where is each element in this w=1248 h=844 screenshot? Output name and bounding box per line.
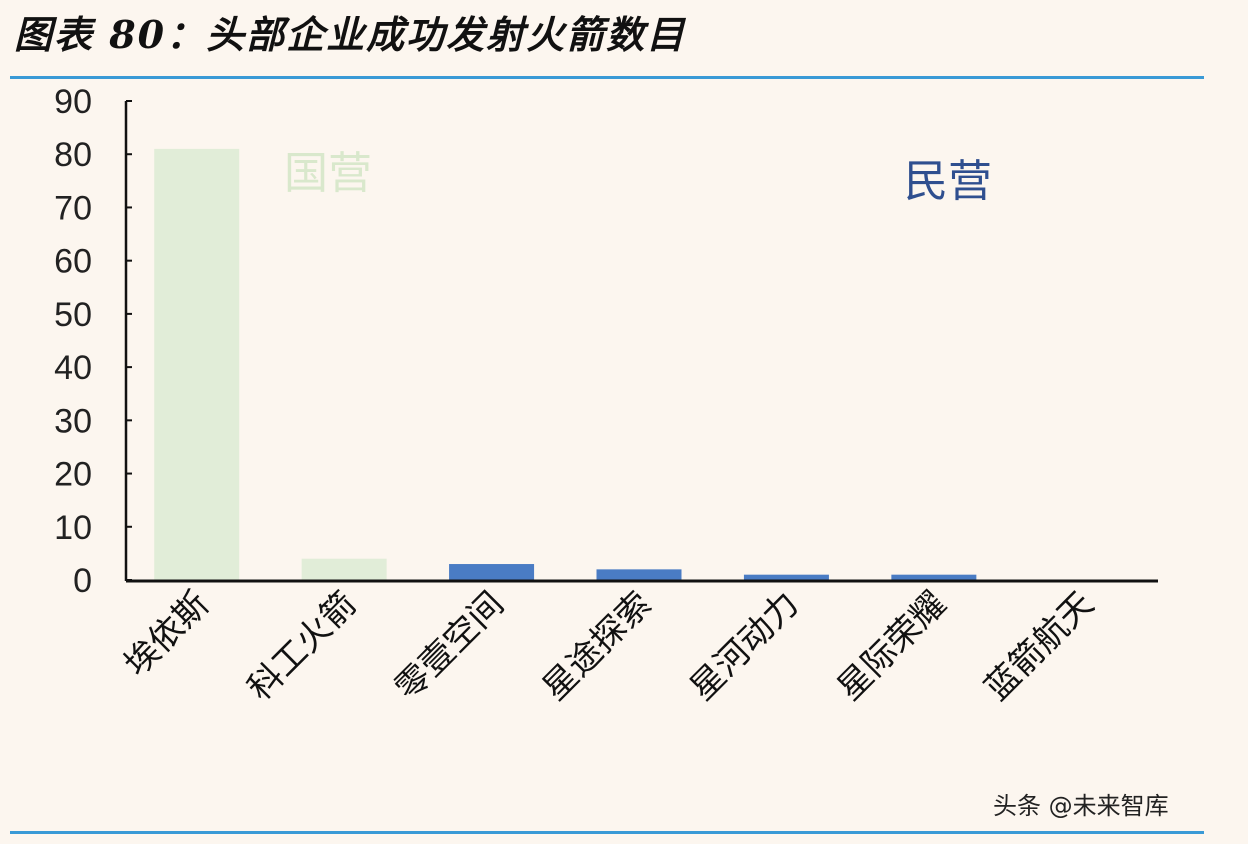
x-tick-label: 蓝箭航天 <box>977 584 1101 708</box>
y-tick-label: 30 <box>54 402 92 440</box>
x-tick-label: 科工火箭 <box>240 584 364 708</box>
x-tick-label: 埃依斯 <box>117 584 217 684</box>
y-tick-label: 80 <box>54 136 92 174</box>
bar-6 <box>891 574 977 580</box>
bottom-divider <box>10 831 1204 834</box>
y-tick-label: 40 <box>54 349 92 387</box>
annotation-state-owned: 国营 <box>284 148 372 199</box>
bar-2 <box>301 558 387 580</box>
x-tick-label: 星河动力 <box>682 584 806 708</box>
y-tick-label: 50 <box>54 296 92 334</box>
annotation-private: 民营 <box>904 156 992 207</box>
x-tick-label: 星途探索 <box>535 584 659 708</box>
bar-3 <box>449 564 535 580</box>
chart-title: 图表 80：头部企业成功发射火箭数目 <box>14 12 687 57</box>
y-tick-label: 10 <box>54 509 92 547</box>
y-tick-label: 20 <box>54 456 92 494</box>
bar-4 <box>596 569 682 580</box>
y-tick-label: 0 <box>73 562 92 600</box>
y-tick-label: 90 <box>54 83 92 121</box>
x-tick-label: 星际荣耀 <box>830 584 954 708</box>
bar-5 <box>743 574 829 580</box>
x-tick-label: 零壹空间 <box>387 584 511 708</box>
watermark: 头条 @未来智库 <box>993 792 1169 820</box>
y-tick-label: 60 <box>54 243 92 281</box>
bar-1 <box>154 148 240 580</box>
top-divider <box>10 76 1204 79</box>
y-tick-label: 70 <box>54 189 92 227</box>
